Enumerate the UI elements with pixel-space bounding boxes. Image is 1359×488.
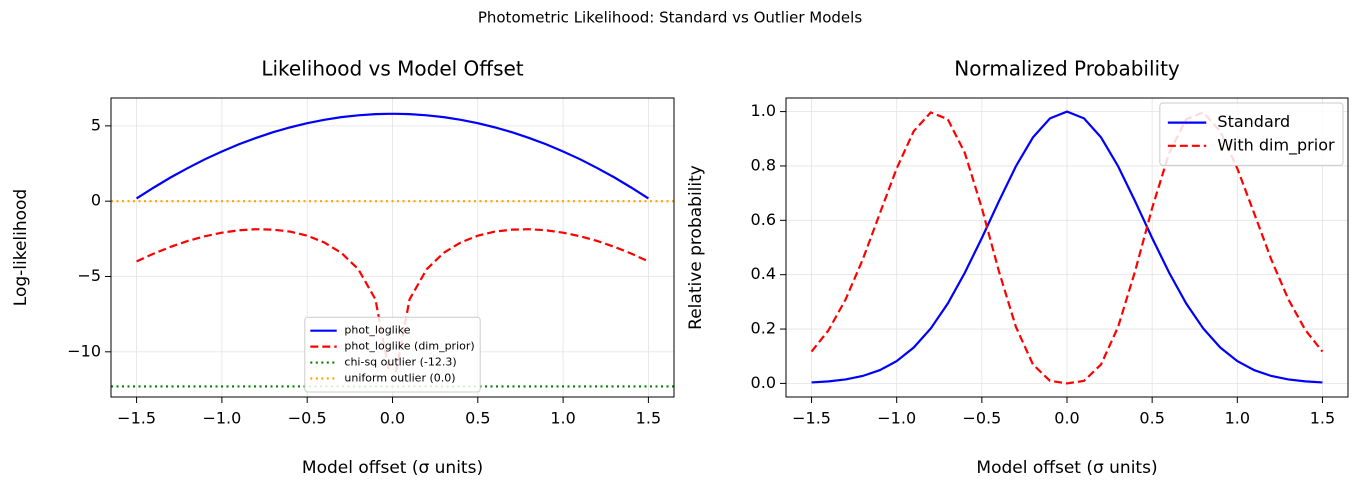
legend-label: phot_loglike (dim_prior) bbox=[344, 340, 474, 353]
x-tick-label: 0.5 bbox=[1139, 409, 1164, 428]
x-axis-label: Model offset (σ units) bbox=[976, 458, 1157, 478]
legend-label: chi-sq outlier (-12.3) bbox=[344, 356, 456, 369]
legend-label: uniform outlier (0.0) bbox=[344, 372, 455, 385]
x-tick-label: −1.5 bbox=[117, 409, 156, 428]
x-tick-label: −1.0 bbox=[202, 409, 241, 428]
y-tick-label: −10 bbox=[67, 341, 101, 360]
y-tick-label: −5 bbox=[77, 266, 101, 285]
x-tick-label: 1.0 bbox=[550, 409, 575, 428]
axes-title: Normalized Probability bbox=[954, 57, 1180, 81]
legend-box bbox=[1159, 102, 1344, 166]
y-axis-label: Relative probability bbox=[686, 165, 706, 330]
legend-label: With dim_prior bbox=[1217, 135, 1335, 155]
x-tick-label: 0.0 bbox=[380, 409, 405, 428]
y-tick-label: 0.2 bbox=[751, 319, 776, 338]
y-tick-label: 5 bbox=[91, 115, 101, 134]
legend: phot_loglike phot_loglike (dim_prior) chi-… bbox=[304, 316, 481, 393]
x-tick-label: 0.5 bbox=[465, 409, 490, 428]
x-tick-label: 1.0 bbox=[1225, 409, 1250, 428]
series-line bbox=[136, 228, 649, 373]
y-tick-label: 0.4 bbox=[751, 264, 776, 283]
series-line bbox=[135, 112, 650, 200]
x-tick-label: −1.5 bbox=[792, 409, 831, 428]
y-tick-label: 0 bbox=[91, 191, 101, 210]
x-tick-label: 0.0 bbox=[1054, 409, 1079, 428]
y-tick-label: 0.0 bbox=[751, 373, 776, 392]
legend-label: phot_loglike bbox=[344, 324, 410, 337]
legend-box bbox=[304, 316, 481, 393]
x-tick-label: −0.5 bbox=[962, 409, 1001, 428]
axes-title: Likelihood vs Model Offset bbox=[261, 57, 523, 81]
figure-title: Photometric Likelihood: Standard vs Outl… bbox=[478, 9, 863, 27]
x-tick-label: 1.5 bbox=[636, 409, 661, 428]
x-tick-label: −1.0 bbox=[877, 409, 916, 428]
y-tick-label: 1.0 bbox=[751, 101, 776, 120]
x-axis-label: Model offset (σ units) bbox=[302, 458, 483, 478]
legend-label: Standard bbox=[1217, 112, 1290, 131]
legend: Standard With dim_prior bbox=[1159, 102, 1344, 166]
series-line bbox=[810, 111, 1324, 385]
axes-frame bbox=[110, 97, 675, 398]
series-line bbox=[811, 110, 1323, 384]
y-tick-label: 0.8 bbox=[751, 155, 776, 174]
x-tick-label: −0.5 bbox=[288, 409, 327, 428]
y-axis-label: Log-likelihood bbox=[11, 189, 31, 306]
y-tick-label: 0.6 bbox=[751, 210, 776, 229]
x-tick-label: 1.5 bbox=[1310, 409, 1335, 428]
axes-frame bbox=[785, 97, 1349, 398]
